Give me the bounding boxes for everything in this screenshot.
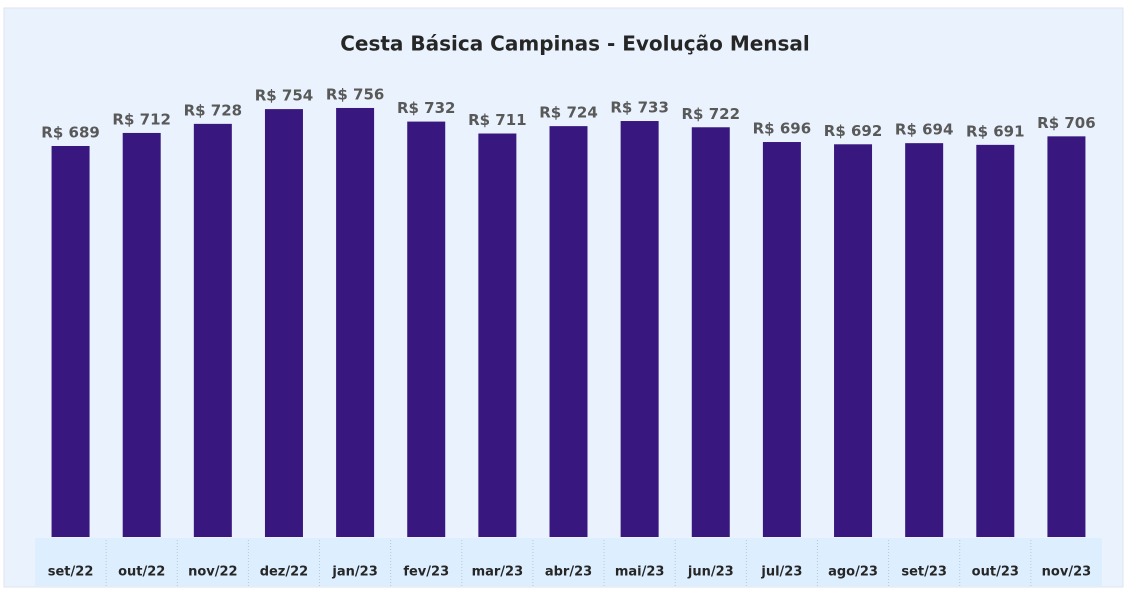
bar xyxy=(51,145,90,537)
x-tick-label: jun/23 xyxy=(687,565,734,580)
data-label: R$ 724 xyxy=(539,104,598,122)
x-tick-label: nov/23 xyxy=(1042,565,1092,580)
data-label: R$ 694 xyxy=(895,121,954,139)
data-label: R$ 689 xyxy=(41,123,100,141)
data-label: R$ 711 xyxy=(468,111,527,129)
data-label: R$ 692 xyxy=(824,122,883,140)
x-tick-label: out/23 xyxy=(972,565,1019,580)
bar xyxy=(407,121,446,537)
bar xyxy=(762,142,801,537)
bar xyxy=(1047,136,1086,537)
x-tick-label: abr/23 xyxy=(545,565,592,580)
data-label: R$ 732 xyxy=(397,99,456,117)
bar xyxy=(336,107,375,537)
data-label: R$ 696 xyxy=(753,120,812,138)
data-label: R$ 712 xyxy=(112,110,171,128)
bar xyxy=(549,126,588,537)
chart-title: Cesta Básica Campinas - Evolução Mensal xyxy=(340,32,810,56)
x-tick-label: set/23 xyxy=(901,565,947,580)
data-label: R$ 691 xyxy=(966,122,1025,140)
bar xyxy=(976,144,1015,538)
x-tick-label: jul/23 xyxy=(760,565,802,580)
x-tick-label: dez/22 xyxy=(260,565,309,580)
x-tick-label: out/22 xyxy=(118,565,165,580)
bar xyxy=(905,143,944,537)
data-label: R$ 754 xyxy=(255,87,314,105)
bar xyxy=(193,123,232,538)
bar xyxy=(691,127,730,537)
x-tick-label: set/22 xyxy=(48,565,94,580)
bar xyxy=(620,121,659,538)
category-band xyxy=(35,538,1102,586)
data-label: R$ 733 xyxy=(610,99,669,117)
x-tick-label: jan/23 xyxy=(331,565,377,580)
x-tick-label: nov/22 xyxy=(188,565,238,580)
x-tick-label: mar/23 xyxy=(472,565,524,580)
bar xyxy=(834,144,873,538)
bar xyxy=(478,133,517,537)
data-label: R$ 756 xyxy=(326,85,385,103)
x-tick-label: fev/23 xyxy=(403,565,449,580)
x-tick-label: ago/23 xyxy=(828,565,878,580)
data-label: R$ 722 xyxy=(682,105,741,123)
bar xyxy=(122,132,161,537)
data-label: R$ 706 xyxy=(1037,114,1096,132)
bar xyxy=(264,109,303,537)
x-tick-label: mai/23 xyxy=(615,565,665,580)
data-label: R$ 728 xyxy=(184,101,243,119)
